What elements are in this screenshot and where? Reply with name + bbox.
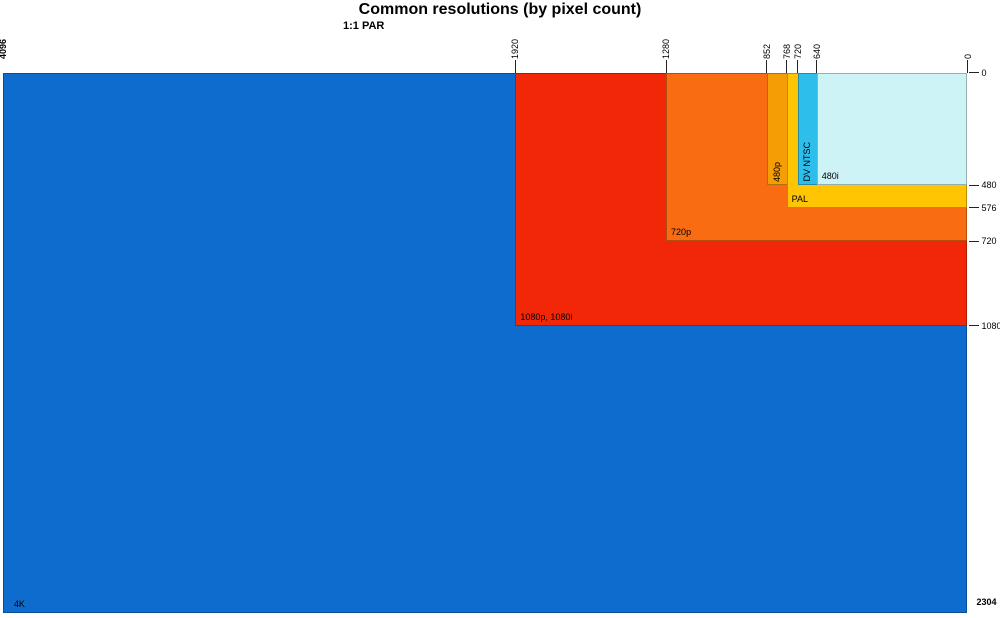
x-axis-tick-640 [816, 60, 818, 73]
x-axis-label-4096: 4096 [0, 38, 8, 59]
y-axis-label-1080: 1080 [981, 320, 1000, 331]
x-axis-tick-852 [766, 60, 768, 73]
x-axis-label-wrap-1920: 1920 [508, 14, 522, 59]
chart-title: Common resolutions (by pixel count) [358, 1, 642, 18]
rect-label-4k: 4K [13, 598, 25, 609]
x-axis-tick-1920 [514, 60, 516, 73]
y-axis-label-576: 576 [981, 202, 997, 213]
y-axis-tick-720 [968, 240, 979, 242]
x-axis-label-1920: 1920 [510, 38, 521, 59]
x-axis-label-1280: 1280 [661, 38, 672, 59]
rect-label-wrap-dv-ntsc: DV NTSC [798, 73, 817, 186]
rect-label-pal: PAL [791, 193, 808, 204]
rect-label-dv-ntsc: DV NTSC [802, 142, 813, 182]
y-axis-tick-0 [968, 72, 979, 73]
rect-label-wrap-480p: 480p [767, 73, 787, 186]
x-axis-label-wrap-852: 852 [760, 14, 774, 59]
rect-label-480p: 480p [771, 161, 782, 182]
x-axis-label-wrap-720: 720 [791, 14, 805, 59]
rect-label-720p: 720p [671, 227, 692, 238]
rect-480i [816, 72, 968, 185]
y-axis-tick-480 [968, 184, 979, 186]
x-axis-label-wrap-1280: 1280 [659, 14, 673, 59]
x-axis-label-852: 852 [761, 43, 772, 59]
x-axis-tick-1280 [665, 60, 667, 73]
x-axis-label-wrap-4096: 4096 [0, 14, 10, 59]
y-axis-tick-576 [968, 207, 979, 208]
x-axis-label-0: 0 [962, 53, 973, 59]
x-axis-label-wrap-640: 640 [810, 14, 824, 59]
x-axis-label-720: 720 [792, 43, 803, 59]
y-axis-label-720: 720 [981, 236, 997, 247]
x-axis-tick-768 [786, 60, 788, 73]
y-axis-label-480: 480 [981, 180, 997, 190]
y-axis-tick-1080 [968, 325, 979, 327]
x-axis-tick-720 [797, 60, 799, 73]
x-axis-tick-0 [967, 60, 968, 73]
chart-subtitle: 1:1 PAR [343, 20, 385, 32]
x-axis-label-640: 640 [811, 43, 822, 59]
rect-label-480i: 480i [821, 171, 839, 181]
rect-label-1080p-1080i: 1080p, 1080i [520, 311, 573, 322]
x-axis-label-wrap-0: 0 [961, 14, 975, 59]
y-axis-label-2304: 2304 [976, 596, 997, 607]
y-axis-label-0: 0 [981, 67, 987, 78]
